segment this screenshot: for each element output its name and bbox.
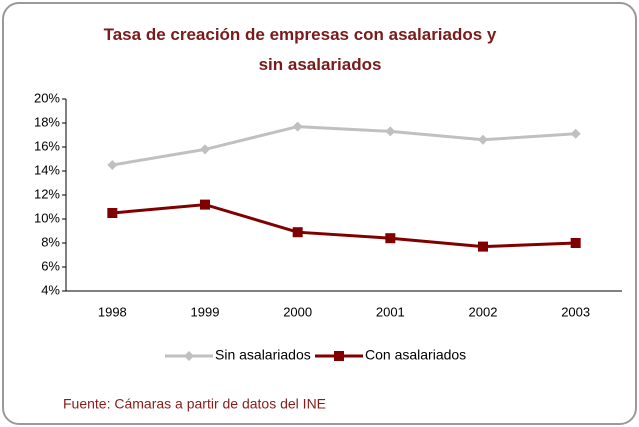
series-line — [112, 203, 576, 249]
source: Fuente: Cámaras a partir de datos del IN… — [63, 396, 326, 412]
legend-label: Con asalariados — [365, 347, 466, 363]
x-tick-label: 2000 — [283, 304, 312, 319]
x-tick-label: 2002 — [469, 304, 498, 319]
x-tick-label: 2001 — [376, 304, 405, 319]
point — [292, 227, 303, 238]
y-tick-label: 14% — [34, 162, 60, 177]
legend-label: Sin asalariados — [215, 347, 311, 363]
y-tick-label: 10% — [34, 210, 60, 225]
series-line — [112, 125, 576, 167]
point — [200, 199, 210, 210]
point — [292, 121, 303, 132]
y-tick-label: 16% — [34, 138, 60, 153]
point — [107, 160, 118, 170]
point — [570, 238, 581, 248]
point — [385, 233, 396, 244]
point — [107, 208, 118, 218]
point — [200, 144, 210, 155]
point — [385, 126, 396, 137]
title-line: sin asalariados — [259, 55, 382, 74]
x-tick-label: 1998 — [98, 304, 127, 319]
y-tick-label: 18% — [34, 114, 60, 129]
y-tick-label: 8% — [41, 234, 60, 249]
title-line: Tasa de creación de empresas con asalari… — [104, 25, 497, 44]
legend-marker — [184, 351, 194, 361]
x-tick-label: 1999 — [191, 304, 220, 319]
x-tick-label: 2003 — [561, 304, 590, 319]
point — [478, 134, 488, 145]
point — [478, 241, 488, 252]
chart-title: Tasa de creación de empresas con asalari… — [104, 25, 497, 74]
y-tick-label: 12% — [34, 186, 60, 201]
y-tick-label: 20% — [34, 90, 60, 105]
y-tick-label: 4% — [41, 282, 60, 297]
point — [570, 128, 581, 139]
legend-marker — [334, 351, 344, 361]
y-tick-label: 6% — [41, 258, 60, 273]
